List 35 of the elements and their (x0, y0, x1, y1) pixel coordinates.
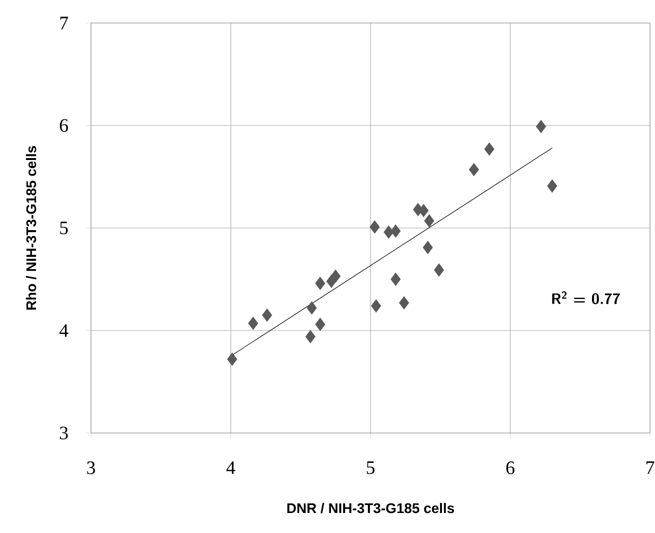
point (390, 224, 401, 238)
point (315, 276, 326, 290)
point (371, 299, 382, 313)
point (227, 352, 238, 366)
y-tick-label: 6 (60, 119, 68, 132)
point (306, 301, 317, 315)
y-axis-title: Rho / NIH-3T3-G185 cells (26, 146, 36, 310)
y-tick-label: 3 (60, 426, 68, 440)
x-tick-label: 3 (87, 461, 95, 474)
point (536, 120, 546, 134)
point (424, 214, 434, 228)
x-tick-label: 6 (506, 461, 514, 474)
x-tick-label: 5 (366, 461, 374, 474)
point (330, 270, 341, 283)
y-tick-label: 4 (59, 324, 68, 337)
point (384, 225, 394, 239)
x-tick-label: 7 (646, 461, 654, 474)
point (434, 263, 444, 277)
point (305, 330, 316, 344)
x-tick-label: 4 (226, 461, 236, 474)
point (422, 240, 433, 254)
point (398, 296, 410, 310)
point (547, 179, 558, 193)
point (262, 308, 272, 322)
annotation: R$^{2}$ = 0.77 (552, 291, 620, 304)
point (248, 316, 258, 330)
point (418, 204, 429, 218)
point (390, 272, 401, 286)
point (315, 318, 326, 332)
point (370, 220, 380, 234)
x-axis-title: DNR / NIH-3T3-G185 cells (287, 502, 454, 514)
point (468, 162, 479, 176)
point (484, 142, 494, 156)
y-tick-label: 5 (60, 222, 68, 234)
y-tick-label: 7 (60, 16, 68, 30)
